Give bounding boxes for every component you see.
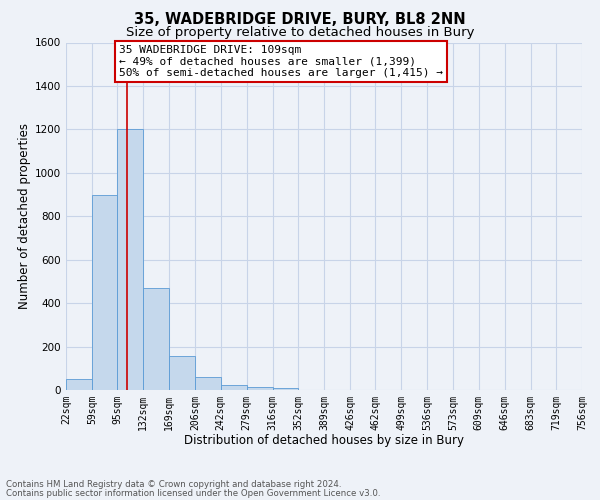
Bar: [92, 194, 118, 390]
Text: Size of property relative to detached houses in Bury: Size of property relative to detached ho…: [126, 26, 474, 39]
Text: 35, WADEBRIDGE DRIVE, BURY, BL8 2NN: 35, WADEBRIDGE DRIVE, BURY, BL8 2NN: [134, 12, 466, 28]
Bar: [143, 288, 169, 390]
Bar: [221, 384, 247, 390]
Text: 35 WADEBRIDGE DRIVE: 109sqm
← 49% of detached houses are smaller (1,399)
50% of : 35 WADEBRIDGE DRIVE: 109sqm ← 49% of det…: [119, 44, 443, 78]
Bar: [66, 379, 92, 390]
Bar: [118, 130, 143, 390]
Bar: [196, 377, 221, 390]
Text: Contains public sector information licensed under the Open Government Licence v3: Contains public sector information licen…: [6, 488, 380, 498]
Text: Contains HM Land Registry data © Crown copyright and database right 2024.: Contains HM Land Registry data © Crown c…: [6, 480, 341, 489]
Bar: [169, 356, 196, 390]
Y-axis label: Number of detached properties: Number of detached properties: [18, 123, 31, 309]
Bar: [247, 386, 272, 390]
X-axis label: Distribution of detached houses by size in Bury: Distribution of detached houses by size …: [184, 434, 464, 448]
Bar: [272, 388, 298, 390]
